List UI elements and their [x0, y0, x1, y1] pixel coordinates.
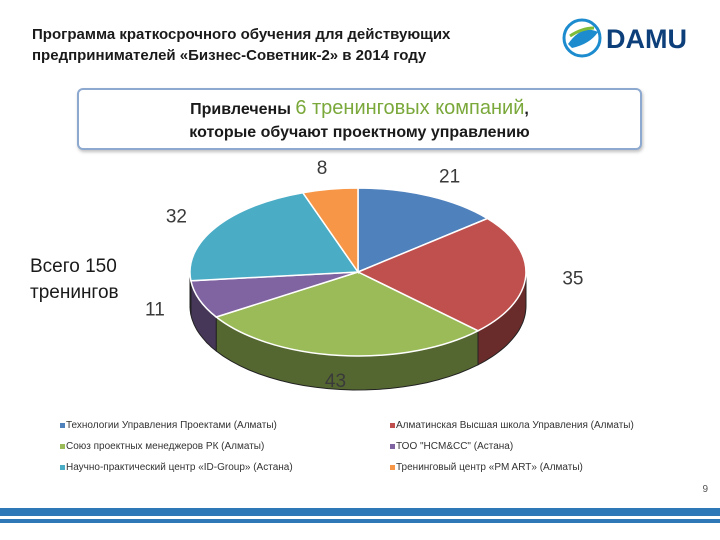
- banner-line2: которые обучают проектному управлению: [189, 124, 530, 141]
- pie-slice-2: [214, 271, 480, 357]
- banner-prefix: Привлечены: [190, 101, 291, 118]
- legend-item-3: ТОО "HCM&CC" (Астана): [390, 441, 513, 452]
- damu-logo: DAMU: [562, 18, 687, 58]
- logo-globe-icon: [562, 18, 602, 58]
- pie-data-label-3: 11: [145, 299, 165, 320]
- legend-label-0: Технологии Управления Проектами (Алматы): [66, 420, 277, 431]
- legend-swatch-2: [60, 443, 65, 449]
- legend-swatch-0: [60, 422, 65, 428]
- pie-slice-4: [189, 191, 360, 282]
- legend-label-1: Алматинская Высшая школа Управления (Алм…: [396, 420, 634, 431]
- slide-title: Программа краткосрочного обучения для де…: [32, 26, 451, 64]
- legend-item-0: Технологии Управления Проектами (Алматы): [60, 420, 277, 431]
- footer-bar: [0, 508, 720, 516]
- legend-label-2: Союз проектных менеджеров РК (Алматы): [66, 441, 265, 452]
- pie-data-label-1: 35: [562, 269, 583, 290]
- legend-swatch-5: [390, 464, 395, 470]
- total-trainings-label: Всего 150 тренингов: [30, 256, 119, 303]
- legend-swatch-1: [390, 422, 395, 428]
- pie-slice-0: [357, 187, 490, 274]
- legend-item-5: Тренинговый центр «PM ART» (Алматы): [390, 462, 583, 473]
- legend-label-3: ТОО "HCM&CC" (Астана): [396, 441, 514, 452]
- logo-text: DAMU: [606, 24, 687, 54]
- legend-item-1: Алматинская Высшая школа Управления (Алм…: [390, 420, 634, 431]
- banner-highlight: 6 тренинговых компаний: [295, 97, 525, 119]
- legend-swatch-3: [390, 443, 395, 449]
- pie-data-label-4: 32: [166, 206, 187, 227]
- legend-label-5: Тренинговый центр «PM ART» (Алматы): [396, 462, 583, 473]
- pie-data-label-2: 43: [325, 371, 346, 392]
- pie-data-label-5: 8: [317, 158, 328, 179]
- page-number: 9: [702, 484, 708, 495]
- legend-item-4: Научно-практический центр «ID-Group» (Ас…: [60, 462, 293, 473]
- banner-suffix: ,: [524, 101, 529, 118]
- pie-data-label-0: 21: [439, 167, 460, 188]
- highlight-banner: Привлечены 6 тренинговых компаний, котор…: [77, 88, 642, 150]
- pie-slice-5: [301, 187, 359, 275]
- footer-bar-thin: [0, 519, 720, 523]
- pie-slice-1: [356, 217, 527, 332]
- legend-item-2: Союз проектных менеджеров РК (Алматы): [60, 441, 264, 452]
- legend-label-4: Научно-практический центр «ID-Group» (Ас…: [66, 462, 293, 473]
- legend-swatch-4: [60, 464, 65, 470]
